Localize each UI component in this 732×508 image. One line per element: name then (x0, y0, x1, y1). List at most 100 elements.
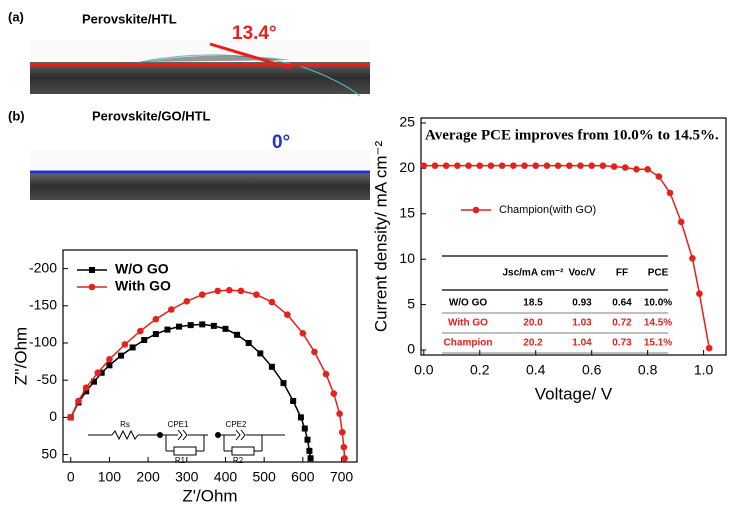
marker (187, 322, 194, 329)
table-cell: W/O GO (449, 298, 488, 309)
marker (183, 298, 191, 305)
y-tick-label: -200 (29, 259, 57, 275)
marker (543, 162, 551, 169)
marker (90, 378, 97, 385)
marker (106, 362, 113, 369)
marker (137, 327, 144, 335)
marker (199, 321, 206, 328)
marker (532, 162, 540, 169)
y-tick-label: -150 (29, 296, 57, 312)
plot-frame (62, 249, 358, 463)
marker (554, 162, 562, 169)
marker (118, 352, 125, 359)
series-line (70, 289, 346, 459)
marker (510, 162, 517, 169)
marker (82, 384, 90, 391)
marker (621, 164, 629, 171)
table-cell: 15.1% (644, 338, 672, 349)
marker (498, 162, 506, 169)
marker (253, 291, 260, 298)
x-tick-label: 100 (98, 469, 122, 485)
marker (599, 162, 607, 169)
marker (290, 398, 297, 405)
marker (689, 254, 696, 262)
x-tick-label: 300 (175, 469, 199, 485)
table-cell: 0.93 (572, 298, 592, 309)
marker (442, 162, 450, 169)
x-tick-label: 0.6 (582, 362, 602, 378)
legend-marker (88, 283, 96, 291)
contact-angle: 13.4° (232, 23, 277, 44)
table-cell: 18.5 (523, 298, 543, 309)
marker (311, 348, 318, 356)
marker (141, 337, 148, 344)
y-tick-label: 0 (49, 408, 57, 424)
x-tick-label: 400 (214, 469, 238, 485)
table-cell: 20.0 (523, 318, 543, 329)
marker (75, 397, 82, 405)
panel-title: Perovskite/HTL (82, 11, 177, 26)
marker (98, 369, 105, 376)
circuit-label: R1 (175, 456, 186, 465)
table-header: Jsc/mA cm⁻² (502, 268, 564, 279)
x-tick-label: 0.2 (470, 362, 490, 378)
table-header: Voc/V (568, 268, 595, 279)
marker (454, 162, 461, 169)
y-axis-title: Z''/Ohm (11, 327, 30, 385)
panel-label: (b) (8, 108, 25, 123)
marker (152, 315, 160, 323)
plot-frame (420, 117, 727, 356)
marker (566, 162, 573, 169)
panel-title: Perovskite/GO/HTL (92, 108, 211, 123)
marker (198, 291, 206, 298)
legend-marker (89, 267, 95, 273)
image (30, 172, 370, 200)
annotation: Average PCE improves from 10.0% to 14.5%… (425, 127, 719, 143)
y-axis-title: Current density/ mA cm⁻² (371, 141, 390, 333)
marker (304, 436, 311, 443)
y-tick-label: 25 (399, 114, 415, 130)
marker (644, 166, 651, 173)
marker (588, 162, 595, 169)
table-header: PCE (648, 268, 669, 279)
marker (237, 287, 245, 295)
marker (106, 356, 113, 363)
marker (420, 162, 428, 169)
marker (257, 350, 264, 357)
marker (168, 306, 175, 313)
y-tick-label: -50 (37, 371, 57, 387)
marker (222, 325, 229, 332)
marker (129, 344, 136, 351)
legend-label: With GO (115, 278, 171, 294)
marker (633, 166, 640, 173)
cpe (240, 429, 246, 441)
legend-label: W/O GO (115, 261, 169, 277)
marker (677, 218, 685, 226)
table-cell: 0.72 (612, 318, 632, 329)
y-tick-label: 0 (407, 341, 415, 357)
table-header: FF (616, 268, 628, 279)
marker (465, 162, 472, 169)
legend-marker (472, 206, 480, 214)
image-sky (30, 150, 370, 172)
marker (94, 369, 102, 377)
marker (210, 322, 217, 329)
marker (487, 162, 495, 169)
marker (610, 163, 618, 170)
marker (226, 286, 233, 294)
marker (297, 414, 304, 421)
marker (284, 311, 291, 319)
y-tick-label: 15 (399, 205, 415, 221)
contact-angle: 0° (272, 132, 290, 153)
table-cell: 20.2 (523, 338, 543, 349)
x-tick-label: 0 (67, 469, 75, 485)
x-tick-label: 200 (136, 469, 160, 485)
x-tick-label: 1.0 (694, 362, 714, 378)
marker (666, 189, 674, 197)
tangent (209, 42, 291, 70)
marker (330, 390, 338, 397)
marker (268, 298, 276, 306)
legend-label: Champion(with GO) (499, 204, 596, 216)
droplet-edge (139, 54, 361, 97)
